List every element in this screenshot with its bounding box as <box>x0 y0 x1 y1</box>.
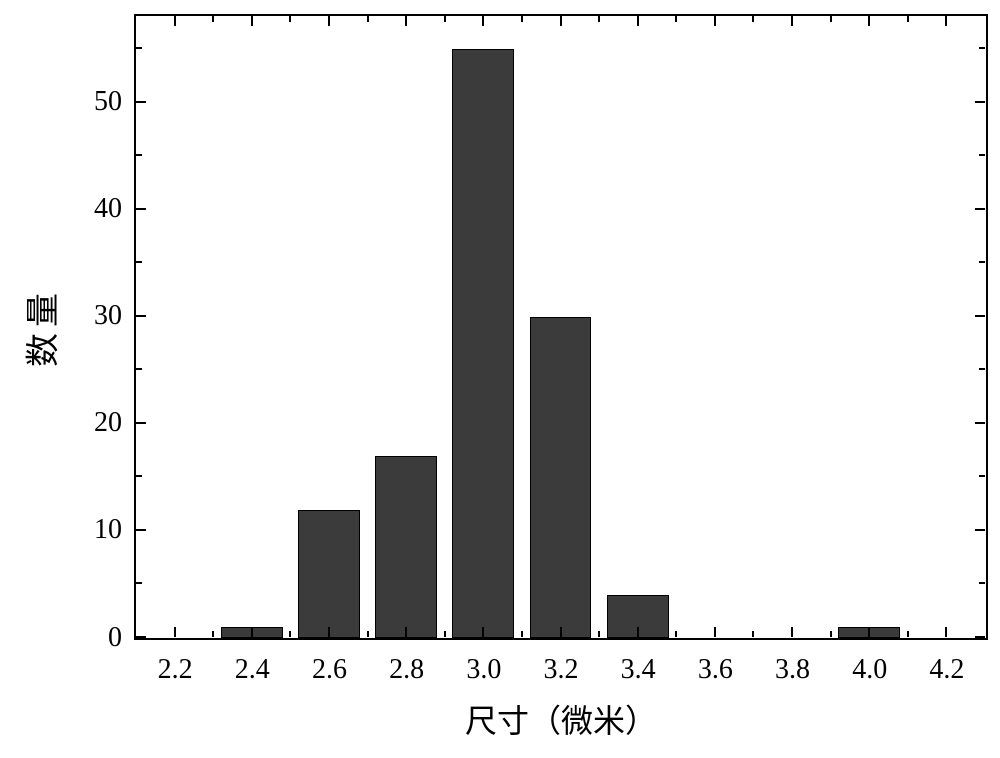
axis-tick-major <box>791 16 793 26</box>
axis-tick-major <box>136 208 146 210</box>
axis-tick-minor <box>979 582 985 584</box>
axis-tick-major <box>560 627 562 637</box>
axis-tick-major <box>136 636 146 638</box>
axis-tick-minor <box>521 16 523 22</box>
axis-tick-minor <box>521 631 523 637</box>
axis-tick-minor <box>598 16 600 22</box>
axis-tick-major <box>405 16 407 26</box>
axis-tick-minor <box>289 631 291 637</box>
axis-tick-major <box>868 627 870 637</box>
axis-tick-minor <box>136 261 142 263</box>
bar <box>298 510 360 638</box>
axis-tick-minor <box>979 261 985 263</box>
axis-tick-major <box>482 16 484 26</box>
x-tick-label: 3.4 <box>621 654 656 686</box>
x-tick-label: 3.8 <box>775 654 810 686</box>
axis-tick-major <box>714 16 716 26</box>
axis-tick-minor <box>289 16 291 22</box>
axis-tick-major <box>975 529 985 531</box>
axis-tick-minor <box>212 16 214 22</box>
axis-tick-minor <box>752 16 754 22</box>
axis-tick-minor <box>830 16 832 22</box>
y-tick-label: 30 <box>62 300 122 332</box>
axis-tick-minor <box>907 16 909 22</box>
x-tick-label: 2.6 <box>312 654 347 686</box>
axis-tick-major <box>136 422 146 424</box>
axis-tick-minor <box>136 368 142 370</box>
x-tick-label: 2.4 <box>235 654 270 686</box>
axis-tick-major <box>136 529 146 531</box>
x-tick-label: 2.2 <box>158 654 193 686</box>
x-axis-title: 尺寸（微米） <box>465 696 657 742</box>
axis-tick-major <box>637 627 639 637</box>
axis-tick-minor <box>830 631 832 637</box>
axis-tick-major <box>560 16 562 26</box>
axis-tick-major <box>251 627 253 637</box>
y-tick-label: 40 <box>62 193 122 225</box>
x-tick-label: 3.0 <box>466 654 501 686</box>
axis-tick-minor <box>136 154 142 156</box>
x-tick-label: 2.8 <box>389 654 424 686</box>
bar <box>452 49 514 638</box>
axis-tick-major <box>714 627 716 637</box>
axis-tick-major <box>136 101 146 103</box>
axis-tick-major <box>945 627 947 637</box>
x-tick-label: 4.0 <box>852 654 887 686</box>
axis-tick-minor <box>444 631 446 637</box>
x-tick-label: 3.2 <box>544 654 579 686</box>
y-tick-label: 20 <box>62 407 122 439</box>
axis-tick-major <box>975 101 985 103</box>
plot-area <box>134 14 988 640</box>
axis-tick-minor <box>979 154 985 156</box>
axis-tick-major <box>482 627 484 637</box>
axis-tick-major <box>251 16 253 26</box>
axis-tick-minor <box>444 16 446 22</box>
axis-tick-minor <box>136 475 142 477</box>
x-tick-label: 4.2 <box>929 654 964 686</box>
axis-tick-major <box>405 627 407 637</box>
axis-tick-minor <box>212 631 214 637</box>
axis-tick-major <box>174 627 176 637</box>
axis-tick-major <box>975 315 985 317</box>
axis-tick-minor <box>598 631 600 637</box>
axis-tick-major <box>328 16 330 26</box>
axis-tick-major <box>975 422 985 424</box>
axis-tick-major <box>975 636 985 638</box>
axis-tick-minor <box>979 368 985 370</box>
axis-tick-minor <box>979 475 985 477</box>
axis-tick-major <box>868 16 870 26</box>
axis-tick-minor <box>367 631 369 637</box>
y-axis-title: 数量 <box>16 287 65 367</box>
axis-tick-major <box>945 16 947 26</box>
axis-tick-minor <box>675 16 677 22</box>
axis-tick-minor <box>907 631 909 637</box>
y-tick-label: 50 <box>62 86 122 118</box>
y-tick-label: 0 <box>62 622 122 654</box>
axis-tick-minor <box>675 631 677 637</box>
axis-tick-minor <box>136 47 142 49</box>
axis-tick-major <box>791 627 793 637</box>
axis-tick-major <box>174 16 176 26</box>
x-tick-label: 3.6 <box>698 654 733 686</box>
axis-tick-minor <box>136 582 142 584</box>
axis-tick-major <box>637 16 639 26</box>
bar <box>375 456 437 638</box>
axis-tick-minor <box>752 631 754 637</box>
axis-tick-major <box>328 627 330 637</box>
axis-tick-major <box>136 315 146 317</box>
axis-tick-major <box>975 208 985 210</box>
histogram-chart: 数量 尺寸（微米） 2.2 2.4 2.6 2.8 3.0 3.2 3.4 3.6 3.8 4.0… <box>0 0 1000 758</box>
axis-tick-minor <box>979 47 985 49</box>
y-tick-label: 10 <box>62 514 122 546</box>
axis-tick-minor <box>367 16 369 22</box>
bar <box>530 317 592 638</box>
